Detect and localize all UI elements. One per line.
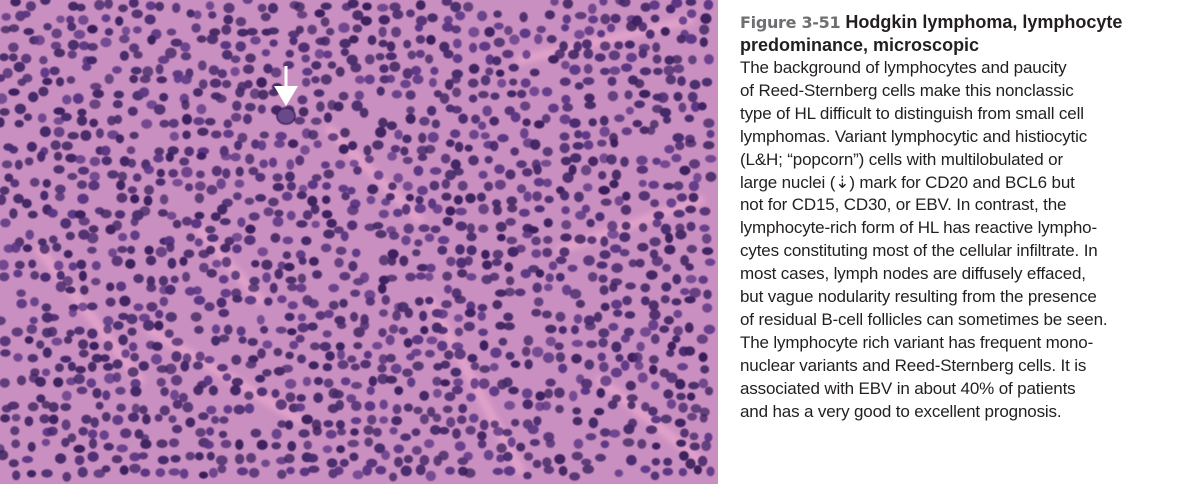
caption-line: (L&H; “popcorn”) cells with multilobulat… (740, 149, 1063, 169)
caption-line: but vague nodularity resulting from the … (740, 287, 1097, 307)
caption-line: of residual B-cell follicles can sometim… (740, 309, 1108, 329)
micrograph-image (0, 0, 718, 484)
caption-line: nuclear variants and Reed-Sternberg cell… (740, 355, 1087, 375)
caption-line: large nuclei (⇣) mark for CD20 and BCL6 … (740, 172, 1075, 192)
caption-heading: Figure 3-51 Hodgkin lymphoma, lymphocyte… (740, 11, 1192, 57)
figure-title: Hodgkin lymphoma, lymphocyte predominanc… (740, 12, 1123, 55)
caption-line: most cases, lymph nodes are diffusely ef… (740, 264, 1086, 284)
caption-line: lymphomas. Variant lymphocytic and histi… (740, 126, 1088, 146)
caption-line: of Reed-Sternberg cells make this noncla… (740, 80, 1074, 100)
caption-line: not for CD15, CD30, or EBV. In contrast,… (740, 195, 1067, 215)
histology-micrograph-icon (0, 0, 717, 482)
caption-line: The background of lymphocytes and paucit… (740, 58, 1067, 77)
caption-line: The lymphocyte rich variant has frequent… (740, 332, 1094, 352)
caption-line: associated with EBV in about 40% of pati… (740, 378, 1076, 398)
figure-caption: Figure 3-51 Hodgkin lymphoma, lymphocyte… (740, 11, 1192, 424)
down-arrow-icon (274, 66, 298, 106)
lymphocyte-nuclei (0, 0, 717, 482)
figure-label: Figure 3-51 (740, 13, 841, 32)
caption-line: cytes constituting most of the cellular … (740, 241, 1098, 261)
caption-line: type of HL difficult to distinguish from… (740, 103, 1084, 123)
caption-line: and has a very good to excellent prognos… (740, 401, 1062, 421)
caption-line: lymphocyte-rich form of HL has reactive … (740, 218, 1097, 238)
caption-body: The background of lymphocytes and paucit… (740, 57, 1192, 424)
